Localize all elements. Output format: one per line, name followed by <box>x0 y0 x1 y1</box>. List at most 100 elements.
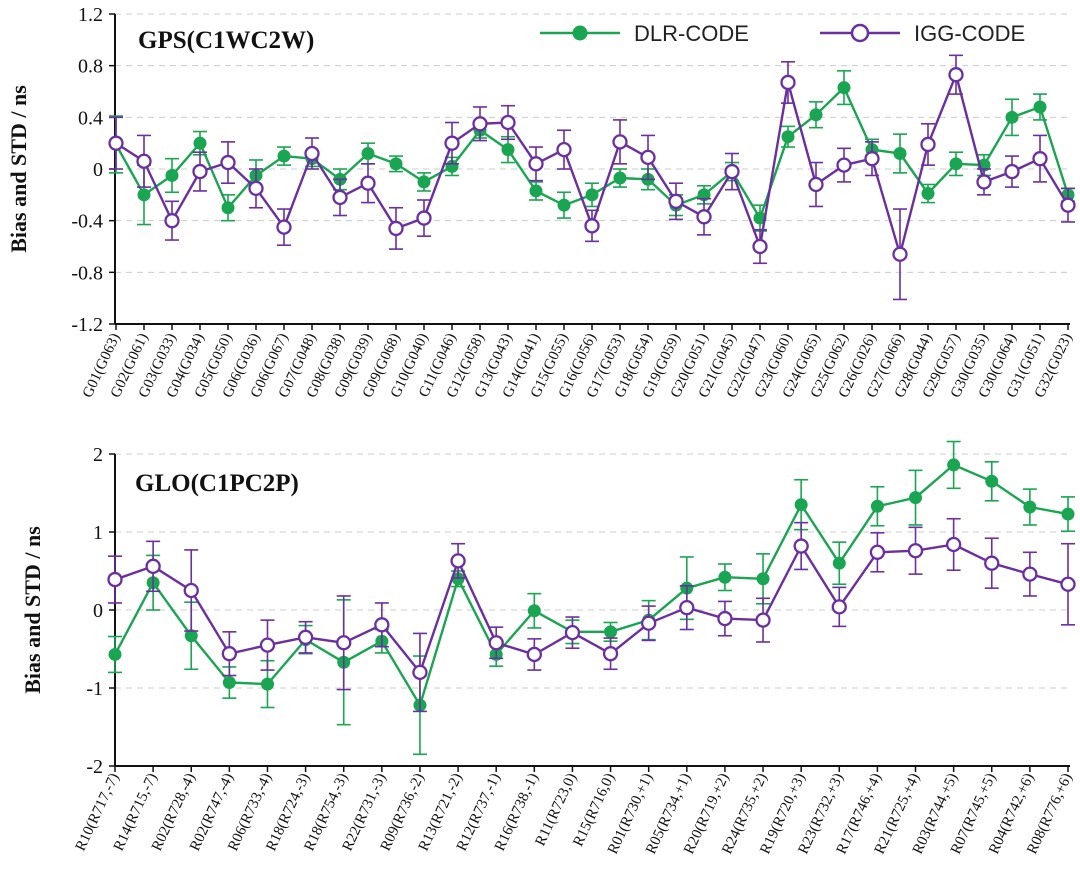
gps-igg-point <box>474 117 487 130</box>
gps-igg-point <box>222 156 235 169</box>
gps-igg-point <box>110 137 123 150</box>
glo-igg-point <box>833 600 846 613</box>
gps-igg-point <box>670 195 683 208</box>
legend: DLR-CODE IGG-CODE <box>540 21 1025 46</box>
gps-igg-point <box>278 221 291 234</box>
gps-igg-point <box>782 76 795 89</box>
gps-igg-point <box>978 175 991 188</box>
glo-dlr-point <box>223 676 236 689</box>
glo-dlr-point <box>947 458 960 471</box>
gps-igg-point <box>558 143 571 156</box>
figure: -1.2-0.8-0.400.40.81.2G01(G063)G02(G061)… <box>0 0 1080 892</box>
gps-y-tick-label: 0.8 <box>78 56 103 78</box>
glo-dlr-point <box>909 491 922 504</box>
gps-igg-point <box>614 135 627 148</box>
glo-igg-point <box>490 636 503 649</box>
glo-y-tick-label: -1 <box>86 678 103 700</box>
glo-igg-point <box>566 626 579 639</box>
gps-igg-point <box>866 152 879 165</box>
gps-dlr-point <box>502 143 515 156</box>
gps-dlr-point <box>810 108 823 121</box>
glo-igg-point <box>642 617 655 630</box>
glo-dlr-point <box>1062 508 1075 521</box>
gps-chart-title: GPS(C1WC2W) <box>138 27 314 54</box>
glo-igg-point <box>337 636 350 649</box>
glo-y-tick-label: 0 <box>93 600 103 622</box>
gps-dlr-point <box>166 169 179 182</box>
glo-igg-point <box>109 573 122 586</box>
gps-dlr-point <box>614 172 627 185</box>
glo-dlr-line <box>115 465 1068 705</box>
glo-igg-point <box>147 560 160 573</box>
gps-y-axis-label: Bias and STD / ns <box>6 85 31 253</box>
glo-dlr-point <box>604 625 617 638</box>
gps-y-tick-label: 0.4 <box>78 107 103 129</box>
gps-dlr-point <box>558 199 571 212</box>
gps-igg-point <box>502 116 515 129</box>
gps-dlr-point <box>1034 101 1047 114</box>
glo-igg-point <box>947 538 960 551</box>
gps-dlr-point <box>390 157 403 170</box>
gps-igg-point <box>334 191 347 204</box>
legend-dlr-marker <box>573 26 588 41</box>
glo-dlr-point <box>528 604 541 617</box>
gps-igg-point <box>586 219 599 232</box>
gps-igg-point <box>726 165 739 178</box>
gps-dlr-point <box>278 150 291 163</box>
glo-dlr-point <box>109 648 122 661</box>
glo-y-tick-label: 2 <box>93 444 103 466</box>
glo-dlr-point <box>871 500 884 513</box>
glo-dlr-point <box>261 678 274 691</box>
glo-panel: -2-1012R10(R717,-7)R14(R715,-7)R02(R728,… <box>20 442 1076 857</box>
gps-igg-point <box>754 240 767 253</box>
glo-dlr-point <box>718 571 731 584</box>
gps-y-tick-label: -1.2 <box>71 314 103 336</box>
gps-igg-point <box>446 137 459 150</box>
gps-dlr-point <box>362 147 375 160</box>
gps-dlr-point <box>586 188 599 201</box>
glo-igg-point <box>528 648 541 661</box>
glo-igg-point <box>909 544 922 557</box>
glo-igg-point <box>871 546 884 559</box>
gps-dlr-point <box>894 147 907 160</box>
glo-dlr-point <box>757 572 770 585</box>
glo-igg-point <box>223 647 236 660</box>
glo-y-tick-label: -2 <box>86 756 103 778</box>
gps-igg-point <box>390 222 403 235</box>
gps-igg-point <box>530 157 543 170</box>
glo-igg-point <box>299 631 312 644</box>
legend-dlr-label: DLR-CODE <box>634 21 749 46</box>
gps-dlr-point <box>222 201 235 214</box>
glo-igg-point <box>718 612 731 625</box>
glo-dlr-point <box>1023 501 1036 514</box>
gps-y-tick-label: 1.2 <box>78 4 103 26</box>
glo-chart-title: GLO(C1PC2P) <box>135 470 299 497</box>
gps-igg-point <box>1006 165 1019 178</box>
gps-igg-point <box>950 68 963 81</box>
glo-igg-point <box>680 601 693 614</box>
glo-igg-point <box>452 554 465 567</box>
gps-igg-point <box>418 212 431 225</box>
glo-dlr-point <box>833 557 846 570</box>
gps-dlr-point <box>950 157 963 170</box>
glo-igg-point <box>261 639 274 652</box>
legend-igg-label: IGG-CODE <box>914 21 1025 46</box>
gps-igg-point <box>922 138 935 151</box>
glo-igg-point <box>985 557 998 570</box>
gps-dlr-point <box>530 184 543 197</box>
gps-igg-point <box>838 159 851 172</box>
glo-y-axis-label: Bias and STD / ns <box>20 526 45 694</box>
glo-igg-point <box>757 614 770 627</box>
gps-igg-point <box>306 147 319 160</box>
gps-igg-point <box>1062 199 1075 212</box>
gps-igg-point <box>810 178 823 191</box>
gps-y-tick-label: -0.4 <box>71 211 103 233</box>
gps-dlr-point <box>782 130 795 143</box>
gps-igg-point <box>194 165 207 178</box>
glo-igg-point <box>413 666 426 679</box>
glo-dlr-point <box>795 498 808 511</box>
gps-igg-point <box>698 210 711 223</box>
gps-y-tick-label: -0.8 <box>71 262 103 284</box>
gps-y-tick-label: 0 <box>93 159 103 181</box>
gps-igg-point <box>642 151 655 164</box>
